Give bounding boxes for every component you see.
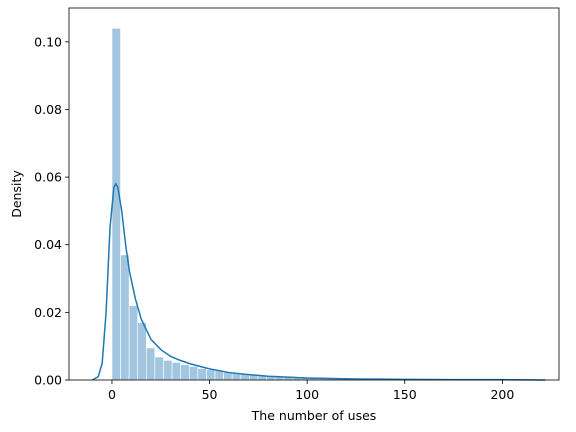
y-tick-label: 0.02	[34, 305, 62, 320]
y-tick-label: 0.08	[34, 102, 62, 117]
histogram-bar	[154, 356, 164, 381]
histogram-bar	[206, 369, 216, 381]
kde-line	[92, 182, 546, 381]
histogram-bar	[120, 254, 130, 381]
histogram-bar	[137, 322, 147, 381]
x-tick-label: 100	[295, 387, 319, 402]
y-axis-label: Density	[9, 170, 24, 218]
histogram-bar	[111, 27, 121, 381]
y-tick-label: 0.06	[34, 170, 62, 185]
x-tick-label: 200	[490, 387, 514, 402]
histogram-bar	[180, 364, 190, 381]
y-tick-label: 0.10	[34, 34, 62, 49]
y-tick-label: 0.04	[34, 237, 62, 252]
y-tick-label: 0.00	[34, 373, 62, 388]
x-tick-label: 50	[202, 387, 218, 402]
histogram-bar	[197, 368, 207, 381]
histogram-bar	[128, 305, 139, 381]
x-tick-label: 0	[108, 387, 116, 402]
plot-frame	[68, 7, 560, 381]
histogram-bar	[171, 362, 181, 381]
x-axis-label: The number of uses	[251, 408, 377, 423]
histogram-bar	[214, 370, 224, 381]
histogram-bar	[163, 360, 173, 381]
x-tick-label: 150	[393, 387, 417, 402]
histogram-bar	[146, 347, 156, 381]
histogram-bar	[188, 366, 199, 381]
